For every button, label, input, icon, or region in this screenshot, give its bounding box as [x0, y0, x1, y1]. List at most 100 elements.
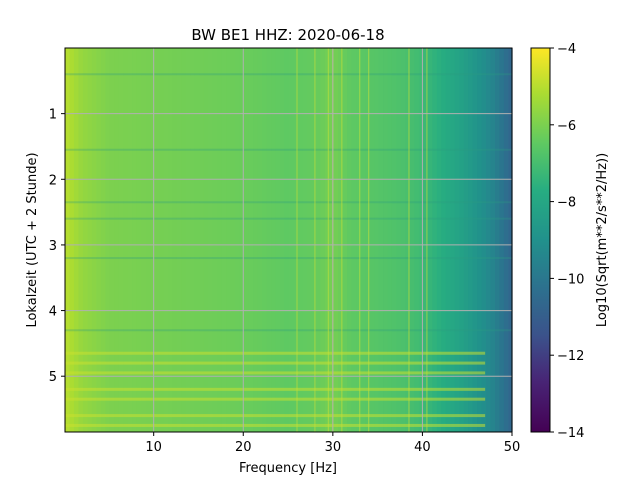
heatmap-column [96, 48, 102, 432]
heatmap-column [172, 48, 178, 432]
heatmap-column [423, 48, 429, 432]
heatmap-column [288, 48, 295, 432]
heatmap-column [499, 48, 505, 432]
heatmap-column [78, 48, 84, 432]
y-axis: 1 2 3 4 5 [49, 108, 65, 385]
heatmap-column [271, 48, 277, 432]
bright-row [65, 423, 486, 427]
heatmap-column [400, 48, 406, 432]
dark-row [65, 148, 512, 151]
y-tick-label: 2 [49, 173, 57, 188]
heatmap-column [65, 48, 71, 432]
heatmap-column [333, 48, 339, 432]
heatmap-column [441, 48, 447, 432]
heatmap-column [405, 48, 411, 432]
heatmap-column [369, 48, 375, 432]
heatmap-column [374, 48, 380, 432]
heatmap-column [244, 48, 250, 432]
colorbar-tick-label: −8 [557, 196, 576, 211]
heatmap-column [248, 48, 254, 432]
colorbar-tick-label: −12 [557, 349, 584, 364]
colorbar-tick-label: −4 [557, 42, 576, 57]
x-tick-label: 50 [504, 440, 521, 455]
heatmap-column [477, 48, 483, 432]
heatmap-column [436, 48, 442, 432]
x-tick-label: 40 [414, 440, 431, 455]
y-tick-label: 4 [49, 305, 57, 320]
heatmap-column [230, 48, 236, 432]
x-axis: 10 20 30 40 50 [145, 432, 520, 455]
heatmap-column [356, 48, 362, 432]
heatmap-column [418, 48, 424, 432]
heatmap-column [387, 48, 393, 432]
heatmap-column [154, 48, 160, 432]
heatmap-column [481, 48, 487, 432]
heatmap-column [150, 48, 156, 432]
x-tick-label: 30 [325, 440, 342, 455]
heatmap-column [432, 48, 438, 432]
heatmap-column [235, 48, 241, 432]
heatmap-column [194, 48, 200, 432]
y-tick-label: 3 [49, 239, 57, 254]
heatmap-column [414, 48, 420, 432]
x-tick-label: 20 [235, 440, 252, 455]
colorbar-tick-label: −14 [557, 426, 584, 441]
heatmap-column [463, 48, 469, 432]
heatmap-column [315, 48, 321, 432]
heatmap-column [472, 48, 478, 432]
heatmap-column [503, 48, 510, 432]
heatmap-column [454, 48, 460, 432]
heatmap-column [168, 48, 174, 432]
heatmap-column [136, 48, 142, 432]
heatmap-column [391, 48, 398, 432]
heatmap-column [383, 48, 389, 432]
dark-row [65, 201, 512, 204]
y-tick-label: 1 [49, 108, 57, 123]
heatmap-column [266, 48, 272, 432]
dark-row [65, 257, 512, 260]
heatmap-column [302, 48, 308, 432]
heatmap-column [494, 48, 501, 432]
heatmap-column [203, 48, 209, 432]
heatmap-columns [65, 48, 513, 432]
heatmap-column [118, 48, 124, 432]
heatmap-column [365, 48, 371, 432]
plot-frame [64, 47, 513, 433]
heatmap-column [132, 48, 138, 432]
chart-title: BW BE1 HHZ: 2020-06-18 [191, 26, 384, 44]
heatmap-column [338, 48, 344, 432]
heatmap-column [253, 48, 259, 432]
heatmap-column [91, 48, 97, 432]
colorbar-tick-label: −6 [557, 119, 576, 134]
heatmap-column [329, 48, 335, 432]
x-tick-label: 10 [145, 440, 162, 455]
heatmap-column [105, 48, 111, 432]
bright-row [65, 371, 486, 375]
heatmap-column [486, 48, 492, 432]
heatmap-column [409, 48, 415, 432]
heatmap-column [427, 48, 433, 432]
colorbar-gradient [530, 47, 551, 433]
heatmap-column [226, 48, 232, 432]
heatmap-column [257, 48, 263, 432]
heatmap-column [347, 48, 353, 432]
heatmap-column [284, 48, 290, 432]
x-axis-label: Frequency [Hz] [239, 461, 337, 476]
heatmap-column [342, 48, 348, 432]
heatmap-column [279, 48, 286, 432]
heatmap-column [306, 48, 312, 432]
colorbar-tick-label: −10 [557, 272, 584, 287]
heatmap-column [490, 48, 496, 432]
heatmap-column [208, 48, 214, 432]
dark-row [65, 329, 512, 332]
heatmap-column [468, 48, 474, 432]
heatmap-column [127, 48, 133, 432]
y-axis-label: Lokalzeit (UTC + 2 Stunde) [25, 152, 40, 327]
colorbar-label: Log10(Sqrt(m**2/s**2/Hz)) [595, 153, 610, 327]
bright-row [65, 414, 486, 418]
heatmap-column [297, 48, 303, 432]
heatmap-column [73, 48, 80, 432]
heatmap-column [275, 48, 281, 432]
heatmap-column [141, 48, 147, 432]
